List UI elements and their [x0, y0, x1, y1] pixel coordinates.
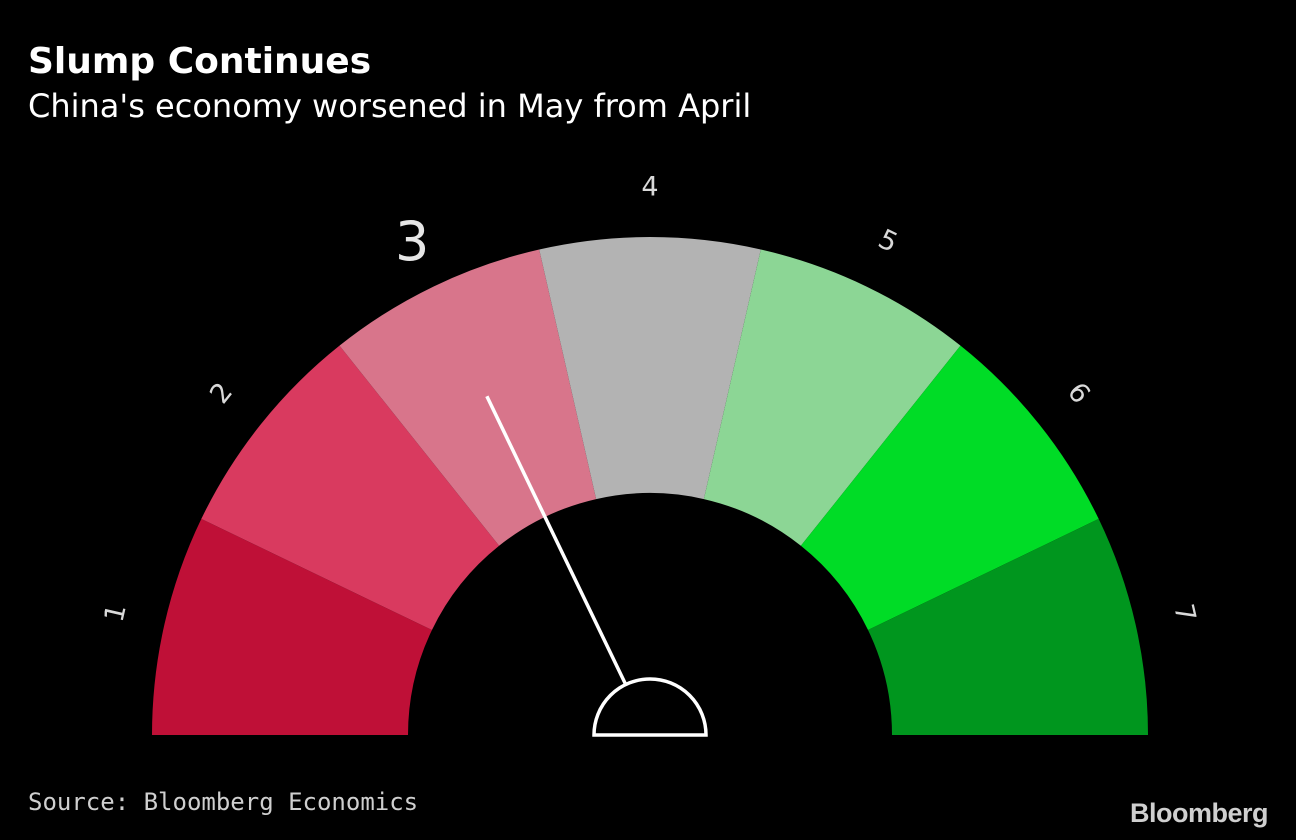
gauge-segment-5 — [703, 249, 961, 546]
chart-title: Slump Continues — [28, 41, 372, 82]
gauge-label-4: 4 — [641, 172, 658, 203]
source-note: Source: Bloomberg Economics — [28, 788, 419, 816]
gauge-label-3: 3 — [395, 210, 429, 273]
chart-subtitle: China's economy worsened in May from Apr… — [28, 87, 752, 125]
gauge-needle — [485, 395, 628, 686]
gauge-label-1: 1 — [99, 601, 133, 625]
gauge-label-7: 7 — [1167, 601, 1201, 625]
gauge-segments — [152, 237, 1148, 735]
gauge-hub — [592, 677, 708, 737]
gauge-label-6: 6 — [1061, 377, 1096, 410]
gauge-label-5: 5 — [873, 224, 902, 259]
gauge-segment-4 — [539, 237, 761, 500]
gauge-segment-7 — [868, 518, 1148, 735]
bloomberg-logo: Bloomberg — [1129, 798, 1269, 828]
gauge-segment-2 — [201, 345, 500, 631]
gauge-segment-1 — [152, 518, 432, 735]
gauge-label-2: 2 — [204, 377, 239, 410]
gauge-segment-6 — [800, 345, 1099, 631]
gauge-segment-3 — [339, 249, 597, 546]
